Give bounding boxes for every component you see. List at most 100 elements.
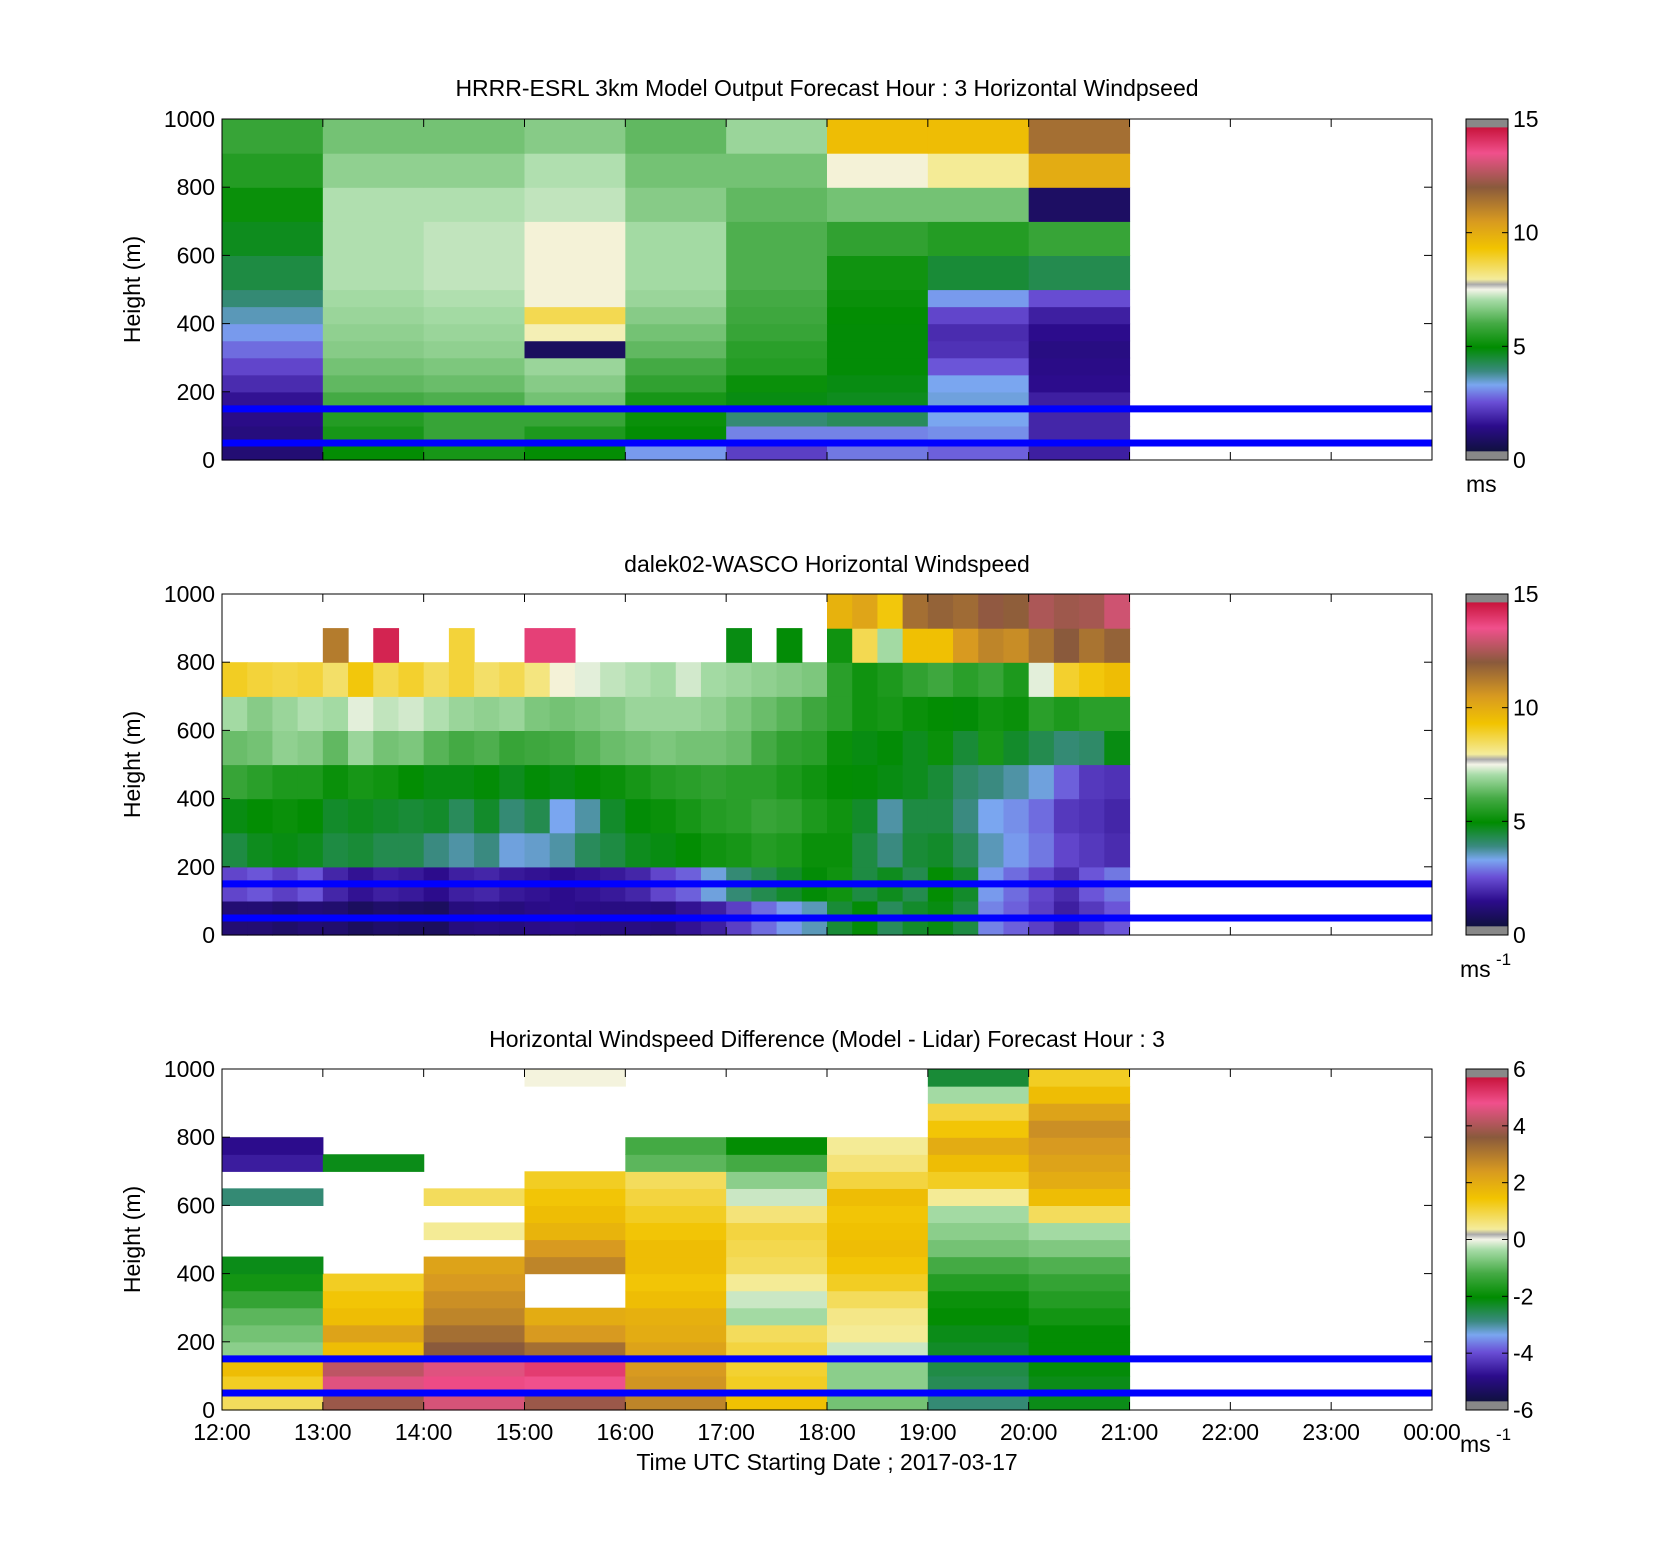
heatmap-cell: [322, 408, 425, 427]
heatmap-cell: [524, 696, 551, 731]
x-tick-label: 16:00: [597, 1419, 655, 1445]
heatmap-cell: [625, 221, 727, 256]
heatmap-cell: [902, 798, 929, 834]
heatmap-cell: [1028, 628, 1055, 663]
heatmap-cell: [751, 798, 778, 834]
y-tick-label: 1000: [164, 1056, 215, 1082]
heatmap-cell: [625, 374, 727, 393]
heatmap-cell: [927, 696, 954, 731]
heatmap-cell: [625, 340, 727, 359]
heatmap-cell: [1053, 628, 1080, 663]
heatmap-cell: [827, 1358, 929, 1377]
heatmap-cell: [978, 798, 1005, 834]
heatmap-cell: [373, 798, 400, 834]
heatmap-cell: [1028, 1256, 1131, 1275]
heatmap-cell: [801, 798, 828, 834]
heatmap-cell: [801, 696, 828, 731]
heatmap-cell: [423, 1358, 526, 1377]
colorbar-tick-label: 0: [1513, 1227, 1526, 1253]
heatmap-cell: [474, 662, 500, 697]
colorbar-unit: ms: [1460, 1431, 1491, 1457]
heatmap-cell: [751, 696, 778, 731]
colorbar-tick-label: -4: [1513, 1340, 1534, 1366]
heatmap-cell: [297, 696, 324, 731]
heatmap-cell: [700, 832, 727, 868]
heatmap-cell: [322, 442, 425, 461]
heatmap-cell: [322, 255, 425, 291]
heatmap-cell: [726, 730, 752, 766]
heatmap-cell: [398, 764, 425, 800]
chart-title: Horizontal Windspeed Difference (Model -…: [489, 1026, 1165, 1052]
heatmap-cell: [272, 798, 299, 834]
heatmap-cell: [549, 662, 576, 697]
heatmap-cell: [801, 764, 828, 800]
heatmap-cell: [524, 1358, 626, 1377]
heatmap-cell: [776, 764, 803, 800]
colorbar-unit-exponent: -1: [1496, 950, 1511, 969]
heatmap-cell: [1028, 594, 1055, 629]
heatmap-cell: [373, 730, 400, 766]
heatmap-cell: [499, 662, 526, 697]
heatmap-cell: [222, 323, 324, 342]
heatmap-cell: [978, 764, 1005, 800]
y-tick-label: 200: [177, 1329, 215, 1355]
heatmap-cell: [827, 1188, 929, 1206]
heatmap-cell: [1028, 1154, 1131, 1172]
heatmap-cell: [801, 730, 828, 766]
heatmap-cell: [423, 798, 450, 834]
colorbar-tick-label: 2: [1513, 1170, 1526, 1196]
heatmap-cell: [398, 730, 425, 766]
heatmap-cell: [1053, 730, 1080, 766]
heatmap-cell: [625, 662, 652, 697]
heatmap-cell: [423, 221, 526, 256]
heatmap-cell: [448, 798, 475, 834]
y-tick-label: 1000: [164, 581, 215, 607]
heatmap-cell: [222, 1154, 324, 1172]
chart-title: dalek02-WASCO Horizontal Windspeed: [624, 551, 1030, 577]
heatmap-cell: [524, 1392, 626, 1411]
heatmap-cell: [524, 153, 626, 188]
heatmap-cell: [902, 696, 929, 731]
heatmap-cell: [524, 425, 626, 444]
heatmap-cell: [423, 374, 526, 393]
heatmap-cell: [827, 1341, 929, 1360]
heatmap-cell: [222, 798, 248, 834]
heatmap-cell: [927, 628, 954, 663]
heatmap-cell: [222, 340, 324, 359]
heatmap-cell: [423, 442, 526, 461]
x-tick-label: 23:00: [1302, 1419, 1360, 1445]
heatmap-cell: [852, 764, 879, 800]
heatmap-cell: [953, 730, 979, 766]
heatmap-cell: [1028, 1069, 1131, 1087]
heatmap-cell: [927, 306, 1030, 325]
heatmap-cell: [852, 730, 879, 766]
heatmap-cell: [827, 594, 853, 629]
heatmap-cell: [1003, 764, 1030, 800]
heatmap-cell: [902, 594, 929, 629]
heatmap-cell: [524, 764, 551, 800]
heatmap-cell: [1028, 764, 1055, 800]
heatmap-cell: [322, 628, 349, 663]
heatmap-cell: [549, 764, 576, 800]
colorbar-tick-label: 0: [1513, 447, 1526, 473]
x-tick-label: 12:00: [193, 1419, 251, 1445]
heatmap-cell: [600, 832, 626, 868]
heatmap-cell: [827, 1171, 929, 1189]
heatmap-cell: [222, 1290, 324, 1309]
heatmap-cell: [1028, 119, 1131, 154]
heatmap-cell: [827, 1392, 929, 1411]
heatmap-cell: [574, 832, 601, 868]
heatmap-cell: [1028, 1222, 1131, 1241]
heatmap-cell: [524, 221, 626, 256]
heatmap-cell: [1028, 221, 1131, 256]
heatmap-cell: [247, 730, 274, 766]
heatmap-cell: [524, 1375, 626, 1394]
heatmap-cell: [222, 187, 324, 222]
heatmap-cell: [600, 730, 626, 766]
heatmap-cell: [524, 1205, 626, 1224]
heatmap-cell: [726, 442, 828, 461]
heatmap-cell: [625, 425, 727, 444]
heatmap-cell: [348, 764, 374, 800]
heatmap-cell: [1028, 1358, 1131, 1377]
